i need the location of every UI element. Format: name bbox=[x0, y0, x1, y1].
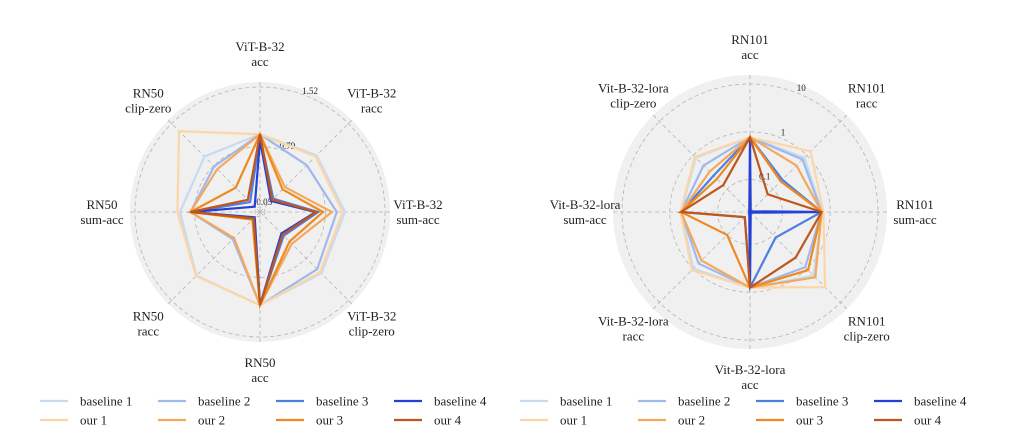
axis-label-line: sum-acc bbox=[80, 212, 124, 227]
legend-1: baseline 1 baseline 2 baseline 3 baseline 4… bbox=[40, 394, 487, 428]
tick-label: 10 bbox=[797, 83, 807, 93]
grid-spoke bbox=[749, 211, 848, 310]
series-our-4 bbox=[190, 134, 320, 306]
grid-spoke bbox=[167, 211, 261, 305]
tick-label: 1.52 bbox=[302, 86, 318, 96]
tick-label: 0.1 bbox=[759, 172, 770, 182]
axis-label: RN101 racc bbox=[848, 80, 886, 110]
axis-label: Vit-B-32-lora acc bbox=[715, 362, 786, 392]
axis-label: ViT-B-32 clip-zero bbox=[347, 309, 396, 339]
legend-label: baseline 4 bbox=[434, 394, 487, 409]
axis-label: RN50 sum-acc bbox=[80, 197, 124, 227]
grid-circle bbox=[134, 86, 386, 338]
axis-label-line: RN50 bbox=[133, 85, 164, 100]
legend-label: our 4 bbox=[914, 413, 942, 428]
axis-label-line: RN101 bbox=[731, 32, 769, 47]
axis-label-line: ViT-B-32 bbox=[393, 197, 442, 212]
axis-label-line: Vit-B-32-lora bbox=[550, 197, 621, 212]
axis-label-line: sum-acc bbox=[396, 212, 440, 227]
legend-label: our 2 bbox=[678, 413, 705, 428]
legend-label: baseline 3 bbox=[316, 394, 368, 409]
grid-spoke bbox=[652, 211, 751, 310]
tick-label: 1 bbox=[781, 127, 786, 137]
legend-label: baseline 1 bbox=[560, 394, 612, 409]
legend-label: baseline 2 bbox=[678, 394, 730, 409]
series-our-4 bbox=[677, 134, 824, 290]
axis-label-line: RN101 bbox=[896, 197, 934, 212]
grid-spoke bbox=[749, 114, 848, 213]
axis-label-line: clip-zero bbox=[349, 324, 395, 339]
legend-label: our 2 bbox=[198, 413, 225, 428]
axis-label-line: RN101 bbox=[848, 314, 886, 329]
legend-2: baseline 1 baseline 2 baseline 3 baseline 4… bbox=[520, 394, 967, 428]
axis-label-line: clip-zero bbox=[610, 95, 656, 110]
axis-label: RN50 acc bbox=[244, 355, 275, 385]
axis-label-line: RN101 bbox=[848, 80, 886, 95]
axis-label-line: clip-zero bbox=[125, 100, 171, 115]
axis-label: RN101 clip-zero bbox=[844, 314, 890, 344]
legend-label: our 4 bbox=[434, 413, 462, 428]
axis-label-line: RN50 bbox=[244, 355, 275, 370]
grid-spoke bbox=[259, 119, 353, 213]
axis-label: ViT-B-32 sum-acc bbox=[393, 197, 442, 227]
axis-label-line: Vit-B-32-lora bbox=[598, 80, 669, 95]
legend-label: baseline 1 bbox=[80, 394, 132, 409]
axis-label-line: sum-acc bbox=[893, 212, 937, 227]
legend-label: baseline 3 bbox=[796, 394, 848, 409]
axis-label: Vit-B-32-lora sum-acc bbox=[550, 197, 621, 227]
axis-label-line: ViT-B-32 bbox=[235, 39, 284, 54]
axis-label-line: clip-zero bbox=[844, 329, 890, 344]
legend-label: our 1 bbox=[80, 413, 107, 428]
axis-label: RN101 acc bbox=[731, 32, 769, 62]
axis-label-line: Vit-B-32-lora bbox=[598, 314, 669, 329]
axis-label-line: acc bbox=[251, 370, 269, 385]
grid-spoke bbox=[652, 114, 751, 213]
axis-label-line: RN50 bbox=[86, 197, 117, 212]
legend-label: our 3 bbox=[316, 413, 343, 428]
axis-label-line: ViT-B-32 bbox=[347, 85, 396, 100]
axis-label: RN50 clip-zero bbox=[125, 85, 171, 115]
legend-label: baseline 2 bbox=[198, 394, 250, 409]
axis-label-line: acc bbox=[251, 54, 269, 69]
axis-label: RN101 sum-acc bbox=[893, 197, 937, 227]
legend-label: our 3 bbox=[796, 413, 823, 428]
axis-label: Vit-B-32-lora racc bbox=[598, 314, 669, 344]
axis-label: Vit-B-32-lora clip-zero bbox=[598, 80, 669, 110]
tick-label: 0.05 bbox=[256, 197, 272, 207]
axis-label: RN50 racc bbox=[133, 309, 164, 339]
axis-label-line: acc bbox=[741, 47, 759, 62]
grid-circle bbox=[254, 206, 266, 218]
axis-label-line: Vit-B-32-lora bbox=[715, 362, 786, 377]
grid-spoke bbox=[259, 211, 353, 305]
axis-label-line: RN50 bbox=[133, 309, 164, 324]
legend-label: our 1 bbox=[560, 413, 587, 428]
legend-label: baseline 4 bbox=[914, 394, 967, 409]
axis-label-line: racc bbox=[361, 100, 383, 115]
axis-label-line: racc bbox=[623, 329, 645, 344]
axis-label: ViT-B-32 acc bbox=[235, 39, 284, 69]
axis-label: ViT-B-32 racc bbox=[347, 85, 396, 115]
axis-label-line: racc bbox=[137, 324, 159, 339]
axis-label-line: racc bbox=[856, 95, 878, 110]
axis-label-line: ViT-B-32 bbox=[347, 309, 396, 324]
axis-label-line: acc bbox=[741, 377, 759, 392]
axis-label-line: sum-acc bbox=[563, 212, 607, 227]
